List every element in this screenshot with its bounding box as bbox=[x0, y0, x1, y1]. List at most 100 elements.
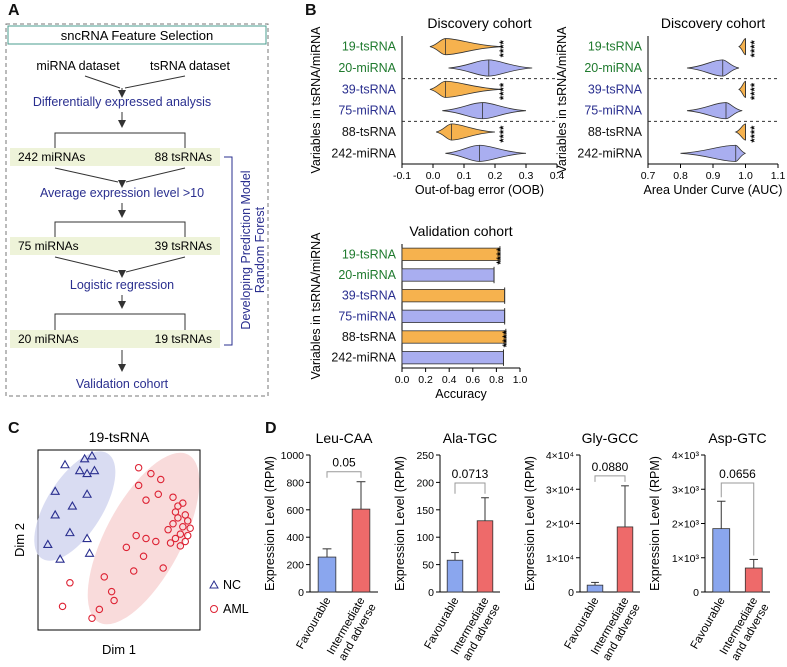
count-20-mirnas: 20 miRNAs bbox=[18, 332, 79, 346]
flow-border bbox=[5, 23, 269, 397]
ala-title: Ala-TGC bbox=[443, 430, 497, 446]
pca-y-label: Dim 2 bbox=[12, 523, 27, 557]
pca-aml-point bbox=[100, 573, 109, 581]
acc-bar bbox=[401, 289, 506, 303]
auc-violin bbox=[686, 59, 740, 77]
acc-category-label: 19-tsRNA bbox=[342, 247, 397, 261]
pca-aml-point bbox=[156, 475, 165, 484]
acc-x-tick-label: 1.0 bbox=[513, 374, 528, 386]
asp-y-label: Expression Level (RPM) bbox=[648, 456, 662, 591]
acc-bar bbox=[401, 268, 495, 282]
gly-y-tick-label: 2×10⁴ bbox=[546, 519, 574, 531]
panel-label-c: C bbox=[8, 420, 20, 437]
oob-violin bbox=[429, 80, 502, 98]
auc-x-tick-label: 1.0 bbox=[738, 170, 753, 182]
step-average-expression: Average expression level >10 bbox=[40, 186, 204, 200]
gly-y-tick-label: 4×10⁴ bbox=[546, 450, 574, 462]
acc-bar bbox=[401, 330, 507, 344]
pca-legend-aml-marker bbox=[210, 605, 218, 613]
oob-significance: **** bbox=[498, 39, 510, 57]
oob-x-tick-label: 0.3 bbox=[519, 170, 534, 182]
count-row-2 bbox=[10, 237, 220, 255]
oob-x-label: Out-of-bag error (OOB) bbox=[415, 183, 544, 197]
leu-bar bbox=[317, 556, 337, 593]
leu-comparison-bracket bbox=[326, 471, 362, 478]
pca-nc-point bbox=[60, 459, 70, 469]
auc-violin bbox=[738, 38, 746, 56]
asp-p-value: 0.0656 bbox=[719, 467, 756, 481]
pca-aml-point bbox=[154, 490, 163, 499]
panel-label-b: B bbox=[305, 2, 317, 19]
gly-y-tick-label: 1×10⁴ bbox=[546, 553, 574, 565]
pca-aml-point bbox=[66, 579, 74, 587]
pca-title: 19-tsRNA bbox=[89, 429, 150, 445]
leu-y-tick-label: 0 bbox=[298, 587, 304, 599]
pca-aml-point bbox=[129, 567, 138, 575]
flow-title: sncRNA Feature Selection bbox=[61, 28, 213, 43]
pca-aml-point bbox=[95, 605, 104, 614]
oob-category-label: 242-miRNA bbox=[331, 146, 396, 160]
asp-bar bbox=[744, 567, 763, 593]
asp-bar bbox=[712, 528, 731, 593]
oob-y-label: Variables in tsRNA/miRNA bbox=[309, 26, 323, 174]
auc-category-label: 242-miRNA bbox=[577, 146, 642, 160]
pca-nc-point bbox=[50, 486, 61, 495]
pca-aml-point bbox=[166, 539, 175, 547]
gly-bar bbox=[586, 584, 604, 593]
oob-violin bbox=[436, 123, 496, 141]
tsrna-dataset-label: tsRNA dataset bbox=[150, 59, 230, 73]
pca-aml-point bbox=[169, 520, 177, 528]
step-validation-cohort: Validation cohort bbox=[76, 377, 169, 391]
count-39-tsrnas: 39 tsRNAs bbox=[155, 239, 212, 253]
pca-nc-point bbox=[89, 465, 100, 475]
asp-y-tick-label: 0 bbox=[693, 587, 699, 599]
flow-title-box bbox=[7, 25, 267, 45]
pca-aml-point bbox=[174, 514, 182, 522]
pca-aml-point bbox=[181, 537, 190, 546]
pca-aml-point bbox=[110, 596, 118, 605]
pca-aml-point bbox=[132, 531, 140, 540]
ala-y-tick-label: 100 bbox=[416, 532, 434, 544]
pca-nc-point bbox=[79, 453, 90, 463]
oob-category-label: 88-tsRNA bbox=[342, 125, 397, 139]
count-75-mirnas: 75 miRNAs bbox=[18, 239, 79, 253]
count-row-1 bbox=[10, 148, 220, 166]
pca-legend-nc-marker bbox=[209, 579, 219, 589]
oob-x-tick-label: 0.2 bbox=[488, 170, 503, 182]
pca-aml-point bbox=[58, 602, 67, 611]
oob-significance: **** bbox=[498, 82, 510, 100]
leu-y-tick-label: 800 bbox=[286, 477, 304, 489]
acc-x-tick-label: 0.6 bbox=[465, 374, 480, 386]
asp-y-tick-label: 4×10³ bbox=[672, 450, 700, 462]
pca-aml-ellipse bbox=[87, 452, 200, 625]
oob-violin bbox=[445, 144, 527, 162]
pca-aml-point bbox=[176, 542, 185, 550]
pca-aml-point bbox=[147, 469, 155, 478]
auc-significance: **** bbox=[749, 39, 761, 57]
count-19-tsrnas: 19 tsRNAs bbox=[155, 332, 212, 346]
pca-aml-point bbox=[122, 543, 131, 552]
side-bracket bbox=[224, 156, 233, 346]
pca-nc-point bbox=[67, 500, 78, 510]
gly-bar bbox=[616, 526, 634, 593]
ala-bar bbox=[446, 559, 464, 593]
oob-violin bbox=[429, 38, 502, 56]
oob-category-label: 20-miRNA bbox=[338, 61, 396, 75]
oob-x-tick-label: 0.0 bbox=[426, 170, 441, 182]
oob-title: Discovery cohort bbox=[427, 15, 531, 31]
pca-nc-point bbox=[82, 533, 93, 543]
acc-y-label: Variables in tsRNA/miRNA bbox=[309, 232, 323, 380]
pca-nc-point bbox=[82, 489, 93, 498]
gly-title: Gly-GCC bbox=[582, 430, 639, 446]
pca-aml-point bbox=[164, 525, 172, 534]
asp-category-label: Intermediateand adverse bbox=[718, 596, 772, 664]
pca-aml-point bbox=[88, 614, 96, 622]
oob-category-label: 75-miRNA bbox=[338, 104, 396, 118]
pca-aml-point bbox=[134, 463, 143, 472]
asp-y-tick-label: 2×10³ bbox=[672, 519, 700, 531]
ala-p-value: 0.0713 bbox=[452, 467, 489, 481]
pca-aml-point bbox=[186, 524, 194, 532]
auc-category-label: 88-tsRNA bbox=[588, 125, 643, 139]
oob-x-tick-label: 0.1 bbox=[457, 170, 472, 182]
